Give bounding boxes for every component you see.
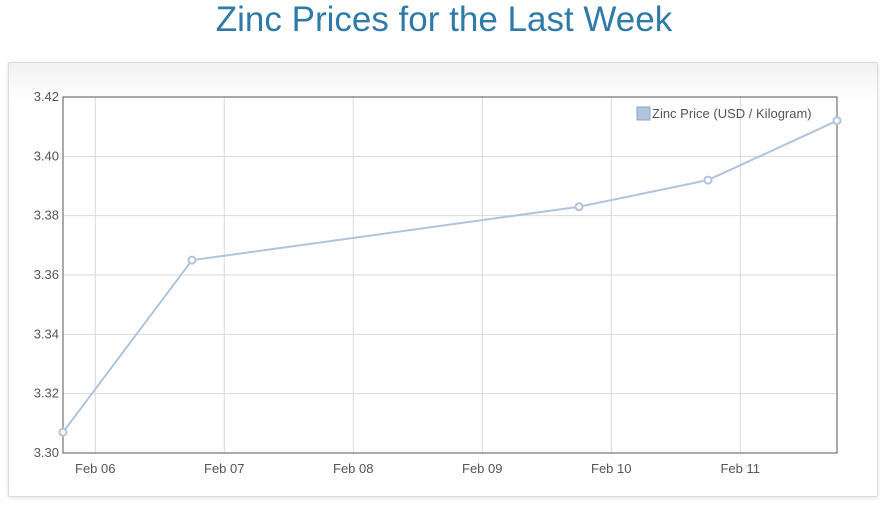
- data-point[interactable]: [703, 175, 713, 185]
- x-tick-label: Feb 07: [204, 461, 244, 476]
- x-tick-label: Feb 06: [75, 461, 115, 476]
- x-tick-label: Feb 08: [333, 461, 373, 476]
- y-tick-label: 3.36: [34, 267, 59, 282]
- legend-swatch: [636, 106, 651, 121]
- data-point[interactable]: [832, 116, 842, 126]
- x-tick-label: Feb 11: [720, 461, 760, 476]
- page-title: Zinc Prices for the Last Week: [215, 0, 673, 39]
- x-tick-label: Feb 09: [462, 461, 502, 476]
- x-tick-label: Feb 10: [591, 461, 631, 476]
- data-point[interactable]: [58, 427, 68, 437]
- chart-panel: 3.30 3.32 3.34 3.36 3.38 3.40 3.42 Feb 06 Feb 07…: [8, 62, 878, 497]
- data-point[interactable]: [574, 202, 584, 212]
- y-tick-label: 3.34: [34, 326, 59, 341]
- y-tick-label: 3.40: [34, 148, 59, 163]
- legend-label: Zinc Price (USD / Kilogram): [652, 106, 812, 121]
- y-tick-label: 3.32: [34, 386, 59, 401]
- series-line: [62, 119, 838, 433]
- y-tick-label: 3.42: [34, 89, 59, 104]
- y-tick-label: 3.30: [34, 445, 59, 460]
- line-chart: 3.30 3.32 3.34 3.36 3.38 3.40 3.42 Feb 06 Feb 07…: [34, 89, 842, 476]
- data-point[interactable]: [187, 255, 197, 265]
- plot-frame: [62, 96, 838, 454]
- y-tick-label: 3.38: [34, 208, 59, 223]
